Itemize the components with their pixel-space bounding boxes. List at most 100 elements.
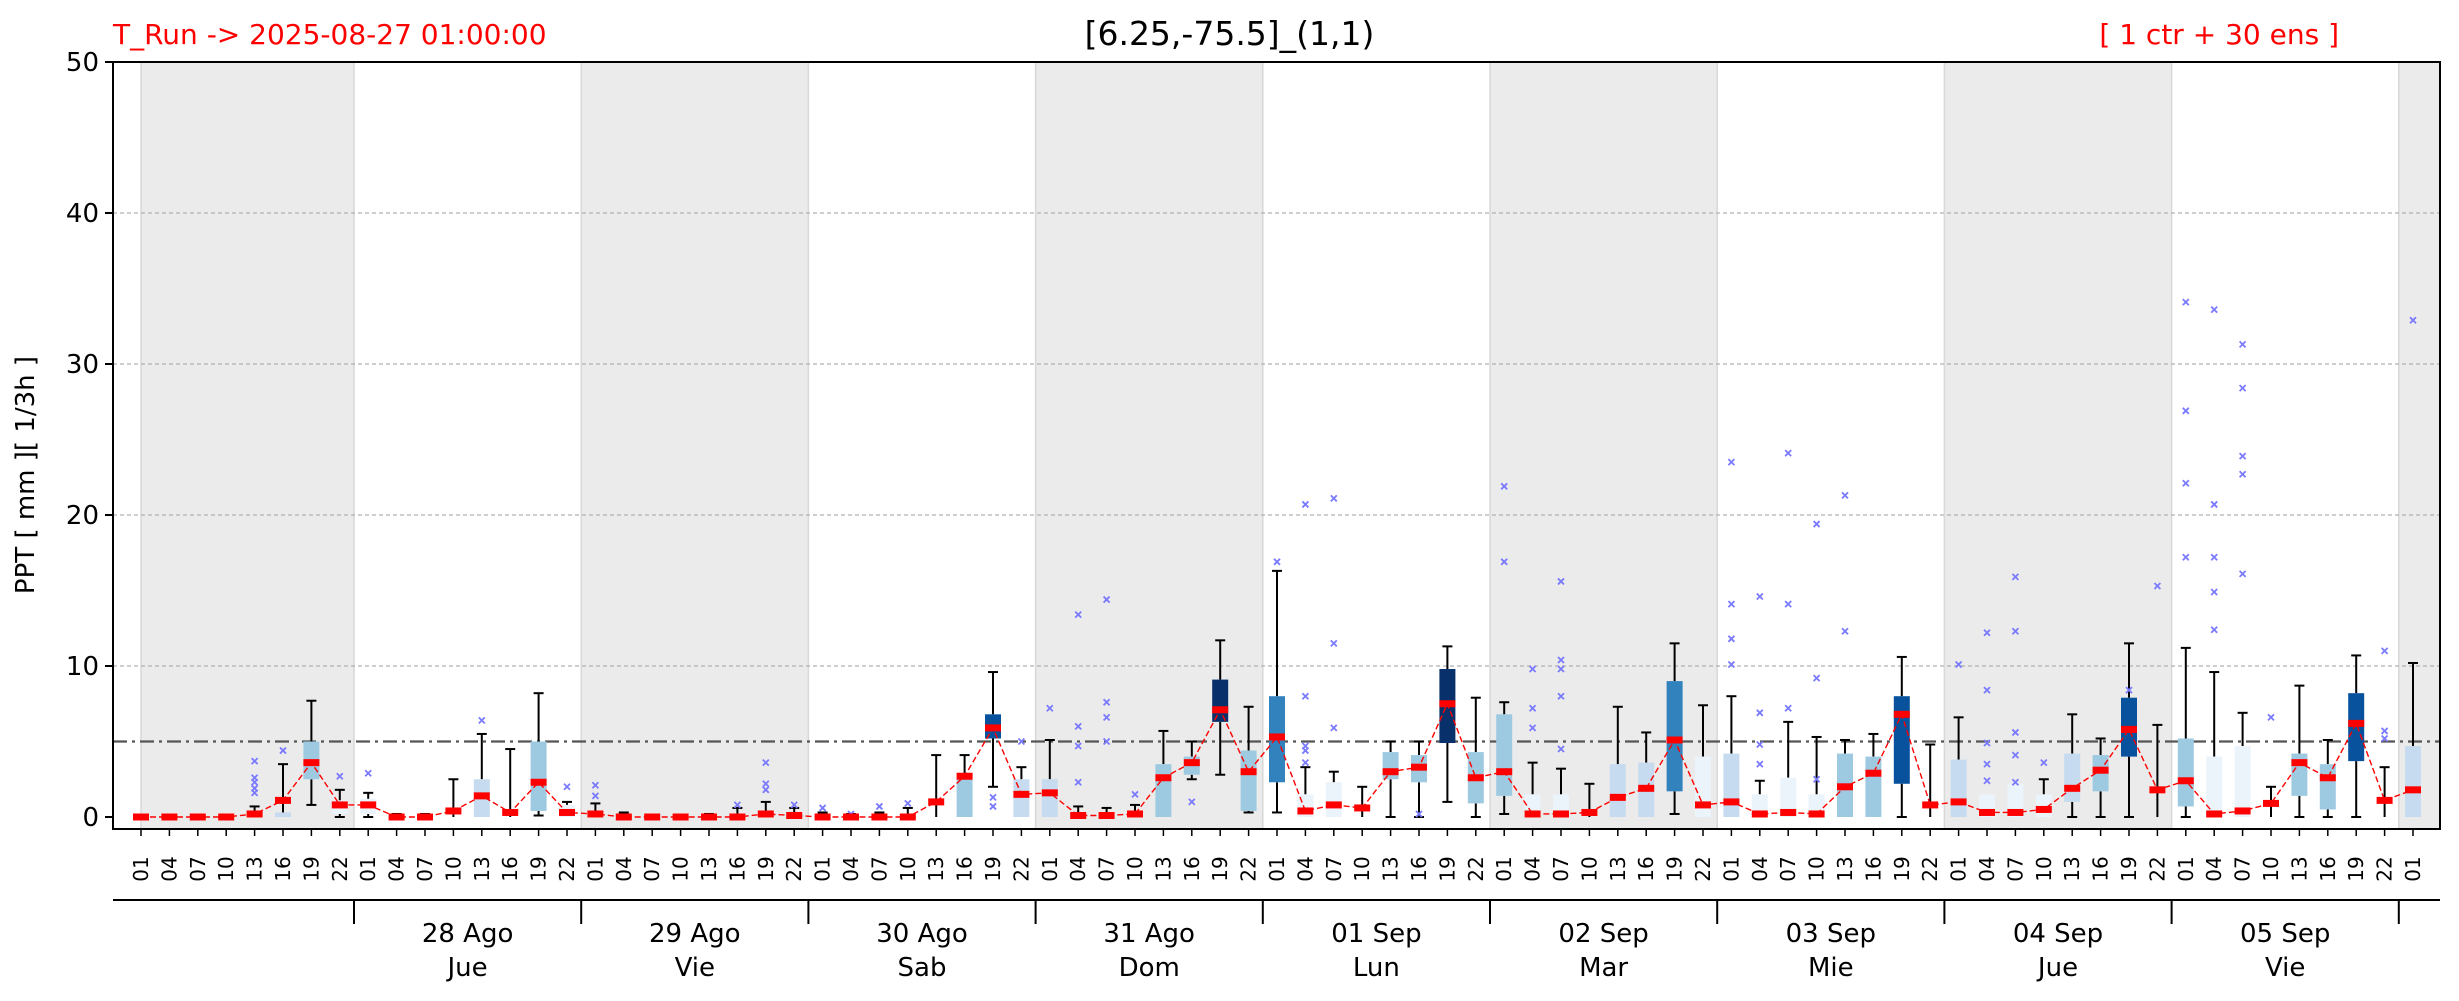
outlier-point [1557,656,1565,664]
y-tick-label: 40 [66,199,99,229]
outlier-point [364,769,372,777]
box [2007,783,2024,817]
control-run-marker [729,813,746,821]
x-tick-label: 10 [2259,856,2283,881]
outlier-point [2040,759,2048,767]
outlier-point [1557,692,1565,700]
outlier-point [762,786,770,794]
control-run-marker [587,810,604,818]
outlier-point [1074,722,1082,731]
day-date-label: 28 Ago [422,919,514,949]
control-run-marker [1354,804,1371,812]
outlier-point [1841,627,1849,635]
outlier-point [733,801,742,809]
control-run-marker [1865,769,1882,777]
y-tick-label: 10 [66,652,99,682]
control-run-layer [133,700,2421,821]
outlier-point [1074,611,1082,619]
box [2064,753,2081,802]
outlier-point [591,792,600,800]
outlier-point [1557,745,1565,753]
outlier-point [2238,384,2247,392]
outlier-point [1330,494,1338,503]
outlier-point [1727,635,1736,643]
control-run-marker [1751,810,1768,818]
control-run-marker [388,813,405,821]
control-run-marker [757,810,774,818]
x-tick-label: 04 [2202,856,2226,881]
x-tick-label: 22 [1237,856,1261,881]
control-run-marker [615,813,632,821]
outlier-point [250,784,259,792]
control-run-marker [2206,810,2223,818]
control-run-marker [871,813,888,821]
x-tick-label: 04 [1293,856,1317,881]
day-weekday-label: Mie [1808,953,1854,983]
control-run-marker [2007,808,2024,816]
control-run-marker [2405,786,2421,794]
control-run-marker [445,807,462,815]
control-run-marker [1950,798,1967,806]
control-run-marker [1013,790,1030,798]
x-tick-label: 10 [1805,856,1829,881]
control-run-marker [1325,801,1342,809]
x-tick-label: 13 [1606,856,1630,881]
outlier-point [2011,751,2020,759]
outlier-point [1074,742,1082,750]
outlier-point [1074,778,1082,786]
y-tick-label: 50 [66,48,99,78]
outlier-point [2380,647,2389,655]
outlier-point [250,757,259,765]
ensemble-label: [ 1 ctr + 30 ens ] [2099,18,2339,51]
x-tick-label: 10 [896,856,920,881]
control-run-marker [275,796,291,804]
control-run-marker [985,724,1001,732]
outlier-point [336,772,344,780]
box [1950,759,1967,817]
box [1893,696,1910,784]
outlier-point [1756,760,1764,768]
x-tick-label: 10 [1350,856,1374,881]
x-tick-label: 16 [1861,856,1885,881]
outlier-point [1102,713,1111,721]
control-run-marker [1922,801,1939,809]
chart-title: [6.25,-75.5]_(1,1) [1084,14,1375,53]
control-run-marker [360,801,377,809]
control-run-marker [218,813,235,821]
outlier-point [2210,626,2218,634]
x-tick-label: 01 [1947,856,1971,881]
x-tick-label: 07 [2231,856,2255,881]
x-tick-label: 01 [811,856,835,881]
outlier-point [2210,553,2218,561]
control-run-marker [2121,725,2137,733]
control-run-marker [1467,774,1484,782]
x-tick-label: 22 [1918,856,1942,881]
control-run-marker [189,813,206,821]
x-tick-label: 19 [2117,856,2141,881]
day-axis: 28 Ago Jue 29 Ago Vie 30 Ago Sab 31 Ago Dom 01 S… [113,899,2440,983]
outlier-point [1301,692,1310,700]
control-run-marker [701,813,717,821]
control-run-marker [814,813,831,821]
x-tick-label: 22 [1691,856,1715,881]
box [1780,777,1797,817]
control-run-marker [2376,796,2393,804]
x-tick-label: 19 [527,856,551,881]
outlier-point [1727,458,1736,466]
control-run-marker [1553,810,1569,818]
x-tick-label: 01 [1038,856,1062,881]
control-run-line [141,701,2414,818]
control-run-marker [331,801,348,809]
outlier-point [1557,665,1565,673]
x-tick-label: 10 [1123,856,1147,881]
outlier-point [1188,798,1196,806]
control-run-marker [2319,774,2336,782]
control-run-marker [133,813,149,821]
outlier-point [2182,553,2190,561]
control-run-marker [1439,700,1456,708]
outlier-point [1983,739,1991,747]
x-tick-label: 22 [1464,856,1488,881]
control-run-marker [2348,719,2365,727]
outlier-point [2011,573,2020,581]
outlier-point [1330,724,1338,732]
